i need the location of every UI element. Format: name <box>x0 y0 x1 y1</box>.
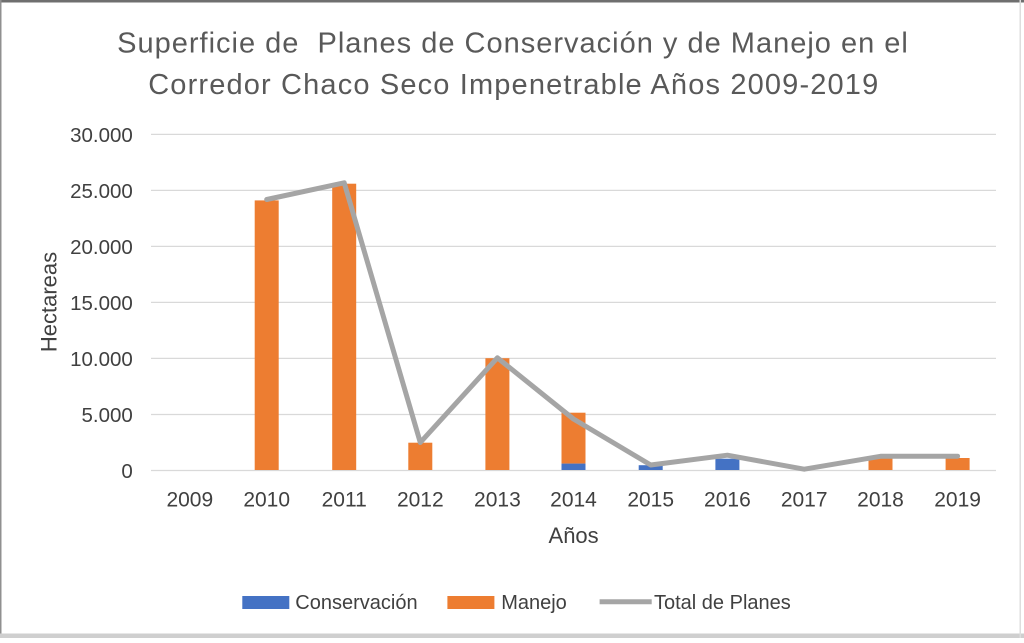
svg-text:2015: 2015 <box>627 489 674 512</box>
svg-text:2016: 2016 <box>704 489 751 512</box>
svg-text:2019: 2019 <box>934 489 981 512</box>
svg-text:2009: 2009 <box>166 489 213 512</box>
svg-text:2010: 2010 <box>243 489 290 512</box>
svg-text:20.000: 20.000 <box>70 236 133 259</box>
svg-text:10.000: 10.000 <box>70 348 133 371</box>
svg-text:30.000: 30.000 <box>70 124 133 147</box>
svg-text:2014: 2014 <box>550 489 597 512</box>
svg-text:2012: 2012 <box>397 489 444 512</box>
svg-text:Hectareas: Hectareas <box>37 252 62 352</box>
svg-text:15.000: 15.000 <box>70 292 133 315</box>
svg-text:Corredor Chaco Seco Impenetrab: Corredor Chaco Seco Impenetrable Años 20… <box>148 69 879 101</box>
svg-text:Años: Años <box>549 523 599 548</box>
svg-text:2018: 2018 <box>857 489 904 512</box>
svg-text:Total de Planes: Total de Planes <box>654 592 791 614</box>
svg-text:25.000: 25.000 <box>70 180 133 203</box>
svg-text:Superficie de Planes de Conse: Superficie de Planes de Conservación y d… <box>117 27 909 59</box>
svg-text:Conservación: Conservación <box>295 592 417 614</box>
svg-text:Manejo: Manejo <box>501 592 567 614</box>
svg-text:2013: 2013 <box>474 489 521 512</box>
svg-text:2011: 2011 <box>322 489 367 512</box>
svg-text:2017: 2017 <box>781 489 828 512</box>
svg-text:0: 0 <box>121 460 132 483</box>
svg-text:5.000: 5.000 <box>81 404 132 427</box>
